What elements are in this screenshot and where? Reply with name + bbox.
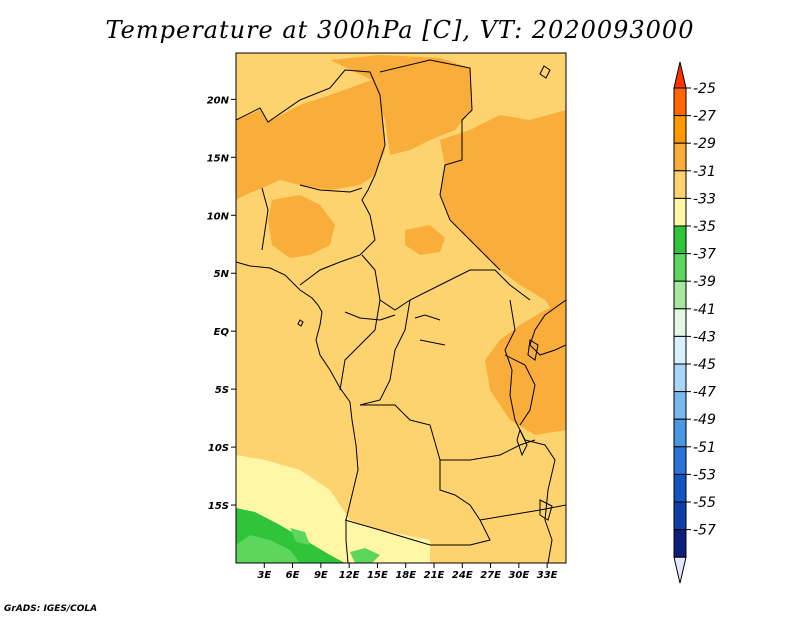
plot-frame bbox=[235, 52, 567, 564]
colorbar-swatch bbox=[673, 473, 687, 503]
field-region-north bbox=[330, 55, 472, 155]
coastline-west bbox=[236, 261, 359, 563]
colorbar-swatch bbox=[673, 418, 687, 448]
border-central-1 bbox=[299, 214, 376, 286]
border-south-3 bbox=[479, 504, 566, 521]
lon-tick-label: 3E bbox=[257, 570, 271, 581]
field-region-green-spot-1 bbox=[290, 528, 310, 545]
colorbar-tick-label: -35 bbox=[693, 219, 716, 235]
colorbar-swatch bbox=[673, 142, 687, 172]
lon-tick-label: 12E bbox=[339, 570, 360, 581]
colorbar-tick-label: -33 bbox=[693, 191, 716, 207]
field-region-east-africa bbox=[485, 300, 566, 435]
colorbar-tick-label: -29 bbox=[693, 136, 716, 152]
border-central-2 bbox=[361, 254, 531, 311]
border-east-2 bbox=[529, 299, 566, 356]
field-region-sahel-west bbox=[236, 80, 385, 200]
field-region-green-spot-2 bbox=[350, 548, 380, 563]
lat-tick-label: 15N bbox=[207, 153, 230, 164]
lake-3 bbox=[539, 499, 553, 521]
lat-tick-label: 20N bbox=[207, 95, 230, 106]
colorbar-tick-label: -25 bbox=[693, 81, 716, 97]
island-1 bbox=[539, 65, 551, 79]
colorbar-swatch bbox=[673, 308, 687, 337]
border-central-5 bbox=[359, 299, 411, 406]
border-north-3 bbox=[299, 184, 363, 193]
colorbar-tick-label: -49 bbox=[693, 412, 716, 428]
coastlines-borders bbox=[236, 59, 566, 563]
colorbar-tick-label: -41 bbox=[693, 302, 716, 318]
colorbar-tick-label: -39 bbox=[693, 274, 716, 290]
lat-tick-label: 10N bbox=[207, 211, 230, 222]
border-central-3 bbox=[439, 194, 501, 271]
border-south-4 bbox=[344, 519, 431, 546]
border-south-1 bbox=[360, 404, 491, 546]
lon-tick-label: 15E bbox=[367, 570, 388, 581]
border-north-4 bbox=[261, 187, 269, 251]
colorbar-tick-label: -57 bbox=[693, 523, 716, 539]
border-east-3 bbox=[504, 354, 536, 426]
lat-tick-label: 10S bbox=[208, 443, 229, 454]
border-central-6 bbox=[344, 311, 396, 321]
border-south-2 bbox=[440, 439, 536, 461]
colorbar: -25 -27 -29 -31 -33 -35 -37 -39 -41 -43 -45 -47 -49 -… bbox=[673, 61, 716, 584]
lon-tick-label: 9E bbox=[314, 570, 328, 581]
lat-tick-label: EQ bbox=[214, 327, 230, 338]
river-marks bbox=[414, 314, 446, 346]
field-region-gabon-spot bbox=[405, 225, 445, 255]
colorbar-tick-label: -47 bbox=[693, 385, 716, 401]
colorbar-swatch bbox=[673, 170, 687, 199]
island-2 bbox=[297, 319, 304, 327]
credit-text: GrADS: IGES/COLA bbox=[4, 604, 98, 614]
lake-1 bbox=[527, 339, 539, 361]
colorbar-tick-label: -51 bbox=[693, 440, 716, 456]
colorbar-swatch bbox=[673, 115, 687, 144]
colorbar-tick-label: -37 bbox=[693, 247, 716, 263]
colorbar-tick-label: -45 bbox=[693, 357, 716, 373]
lat-tick-label: 5N bbox=[214, 269, 230, 280]
colorbar-tick-label: -27 bbox=[693, 109, 716, 125]
longitude-axis: 3E 6E 9E 12E 15E 18E 21E 24E 27E 30E 33E bbox=[257, 563, 558, 581]
border-north-2 bbox=[379, 59, 473, 196]
border-north-1 bbox=[236, 69, 386, 216]
field-region-green-light bbox=[236, 535, 300, 563]
colorbar-swatch bbox=[673, 501, 687, 531]
lon-tick-label: 27E bbox=[480, 570, 501, 581]
latitude-axis: 20N 15N 10N 5N EQ 5S 10S 15S bbox=[207, 95, 236, 512]
lat-tick-label: 15S bbox=[208, 501, 229, 512]
colorbar-swatch bbox=[673, 529, 687, 558]
temperature-field bbox=[236, 53, 566, 563]
colorbar-swatch bbox=[673, 280, 687, 310]
colorbar-tick-label: -31 bbox=[693, 164, 716, 180]
lat-tick-label: 5S bbox=[215, 385, 229, 396]
colorbar-bottom-arrow bbox=[673, 556, 687, 584]
lon-tick-label: 24E bbox=[452, 570, 473, 581]
map-title: Temperature at 300hPa [C], VT: 202009300… bbox=[105, 16, 695, 44]
lon-tick-label: 30E bbox=[508, 570, 529, 581]
colorbar-tick-label: -55 bbox=[693, 495, 716, 511]
colorbar-swatch bbox=[673, 87, 687, 117]
colorbar-swatch bbox=[673, 446, 687, 475]
colorbar-swatch bbox=[673, 253, 687, 282]
colorbar-swatch bbox=[673, 225, 687, 255]
colorbar-swatch bbox=[673, 197, 687, 227]
colorbar-swatch bbox=[673, 391, 687, 420]
field-region-cameroon bbox=[268, 195, 335, 258]
field-region-chad bbox=[440, 110, 566, 330]
lon-tick-label: 6E bbox=[286, 570, 300, 581]
lon-tick-label: 18E bbox=[395, 570, 416, 581]
colorbar-tick-label: -53 bbox=[693, 467, 716, 483]
colorbar-swatch bbox=[673, 363, 687, 393]
colorbar-swatch bbox=[673, 335, 687, 365]
colorbar-top-arrow bbox=[673, 61, 687, 89]
colorbar-tick-label: -43 bbox=[693, 329, 716, 345]
lake-2 bbox=[516, 428, 528, 457]
lon-tick-label: 21E bbox=[424, 570, 445, 581]
lon-tick-label: 33E bbox=[537, 570, 558, 581]
